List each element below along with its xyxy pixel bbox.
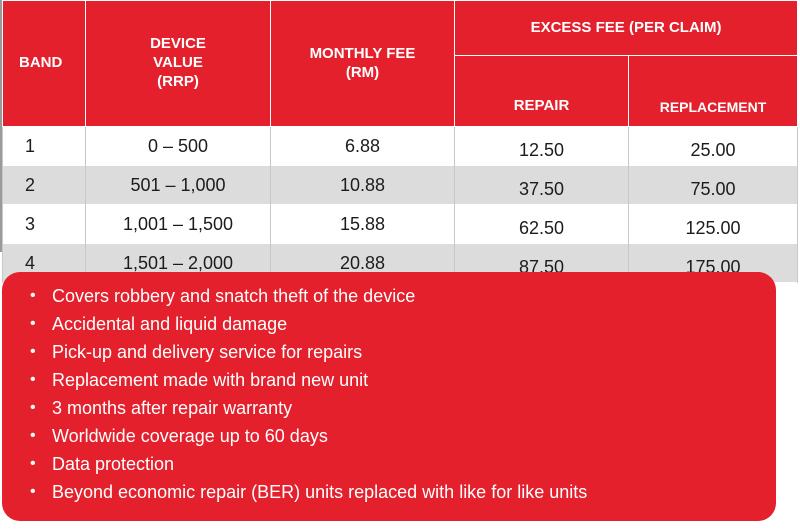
bullet-icon: • [30, 343, 36, 360]
header-device-value: DEVICE VALUE (RRP) [85, 0, 271, 127]
bullet-icon: • [30, 427, 36, 444]
cell-device-value: 501 – 1,000 [85, 165, 271, 205]
bullet-icon: • [30, 371, 36, 388]
features-list: • Covers robbery and snatch theft of the … [28, 282, 776, 506]
table-row: 3 1,001 – 1,500 15.88 62.50 125.00 [2, 204, 799, 244]
pricing-table-container: BAND DEVICE VALUE (RRP) MONTHLY FEE (RM)… [0, 0, 799, 283]
cell-band: 3 [2, 204, 86, 244]
header-excess-fee: EXCESS FEE (PER CLAIM) [453, 0, 799, 56]
list-item: • Beyond economic repair (BER) units repl… [28, 478, 776, 506]
table-row: 1 0 – 500 6.88 12.50 25.00 [2, 126, 799, 166]
cell-repair: 62.50 [454, 204, 629, 244]
cell-replacement: 25.00 [627, 126, 799, 166]
feature-text: Accidental and liquid damage [52, 314, 288, 334]
header-replacement: REPLACEMENT [627, 55, 799, 127]
cell-band: 1 [2, 126, 86, 166]
cell-repair: 37.50 [454, 165, 629, 205]
feature-text: Beyond economic repair (BER) units repla… [52, 482, 588, 502]
cell-repair: 12.50 [454, 126, 629, 166]
feature-text: 3 months after repair warranty [52, 398, 293, 418]
cell-device-value: 0 – 500 [85, 126, 271, 166]
bullet-icon: • [30, 455, 36, 472]
bullet-icon: • [30, 287, 36, 304]
cell-device-value: 1,001 – 1,500 [85, 204, 271, 244]
header-band: BAND [2, 0, 86, 127]
features-panel: • Covers robbery and snatch theft of the … [2, 272, 776, 521]
list-item: • Covers robbery and snatch theft of the … [28, 282, 776, 310]
cell-replacement: 75.00 [627, 165, 799, 205]
list-item: • Pick-up and delivery service for repair… [28, 338, 776, 366]
list-item: • Worldwide coverage up to 60 days [28, 422, 776, 450]
cell-monthly-fee: 6.88 [270, 126, 455, 166]
table-row: 2 501 – 1,000 10.88 37.50 75.00 [2, 165, 799, 205]
list-item: • Data protection [28, 450, 776, 478]
bullet-icon: • [30, 399, 36, 416]
header-monthly-fee: MONTHLY FEE (RM) [270, 0, 455, 127]
list-item: • 3 months after repair warranty [28, 394, 776, 422]
feature-text: Covers robbery and snatch theft of the d… [52, 286, 416, 306]
header-repair: REPAIR [454, 55, 629, 127]
pricing-table: BAND DEVICE VALUE (RRP) MONTHLY FEE (RM)… [2, 0, 799, 283]
list-item: • Replacement made with brand new unit [28, 366, 776, 394]
cell-replacement: 125.00 [627, 204, 799, 244]
feature-text: Pick-up and delivery service for repairs [52, 342, 363, 362]
bullet-icon: • [30, 315, 36, 332]
feature-text: Replacement made with brand new unit [52, 370, 369, 390]
feature-text: Data protection [52, 454, 175, 474]
list-item: • Accidental and liquid damage [28, 310, 776, 338]
cell-monthly-fee: 10.88 [270, 165, 455, 205]
feature-text: Worldwide coverage up to 60 days [52, 426, 328, 446]
bullet-icon: • [30, 483, 36, 500]
cell-monthly-fee: 15.88 [270, 204, 455, 244]
cell-band: 2 [2, 165, 86, 205]
